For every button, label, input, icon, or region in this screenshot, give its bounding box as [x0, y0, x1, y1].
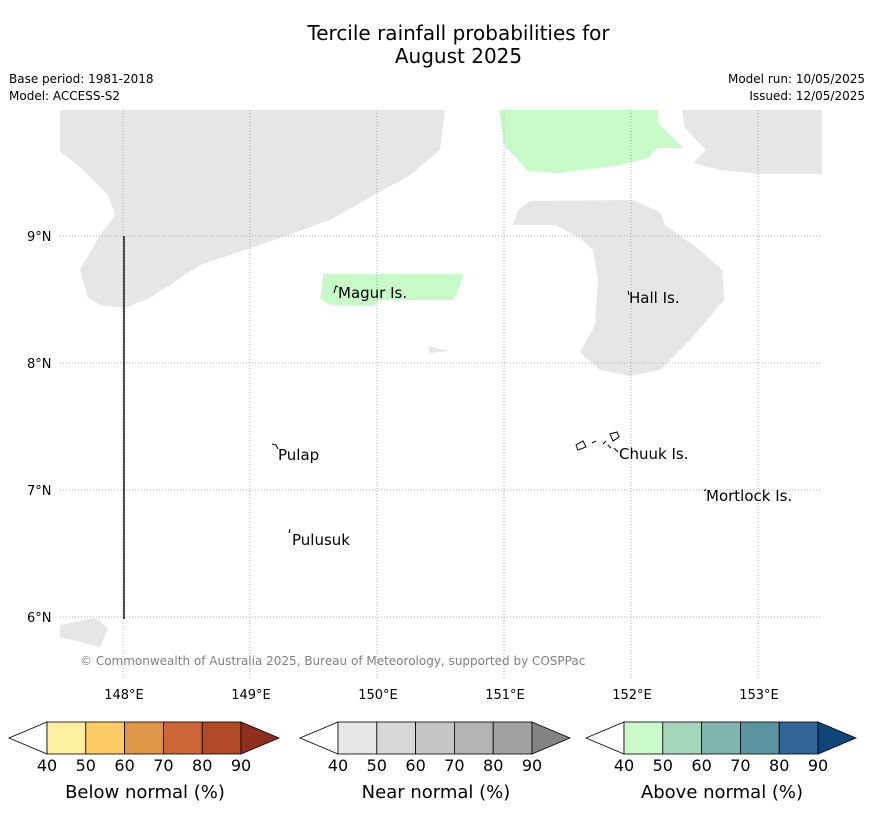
colorbar-segment	[124, 721, 164, 755]
colorbar-tick-label: 70	[153, 756, 173, 775]
hall-island-outline	[627, 290, 630, 296]
colorbar-tick-label: 90	[231, 756, 251, 775]
colorbar-tick-label: 80	[483, 756, 503, 775]
place-label-chuuk: Chuuk Is.	[619, 445, 688, 463]
chuuk-lagoon-outline	[575, 431, 620, 453]
colorbar-segment	[453, 721, 494, 755]
colorbar-tick-label: 40	[328, 756, 348, 775]
place-label-magur: Magur Is.	[338, 284, 407, 302]
colorbar-tick-label: 90	[522, 756, 542, 775]
colorbar-tick-label: 60	[405, 756, 425, 775]
lat-label: 9°N	[27, 230, 52, 245]
title-line-1: Tercile rainfall probabilities for	[307, 21, 610, 45]
lon-label: 151°E	[485, 688, 525, 703]
right-meta: Model run: 10/05/2025 Issued: 12/05/2025	[728, 71, 865, 105]
mortlock-island-outline	[703, 488, 707, 492]
colorbar-segment	[337, 721, 378, 755]
longitude-labels: 148°E 149°E 150°E 151°E 152°E 153°E	[104, 688, 779, 703]
lon-label: 148°E	[104, 688, 144, 703]
colorbar-segment	[778, 721, 819, 755]
colorbar-tick-label: 60	[114, 756, 134, 775]
colorbar-segment	[46, 721, 87, 755]
lon-label: 149°E	[231, 688, 271, 703]
colorbar-tick-label: 50	[76, 756, 96, 775]
title-line-2: August 2025	[394, 44, 523, 68]
colorbar-tick-label: 50	[653, 756, 673, 775]
issued-label: Issued: 12/05/2025	[749, 89, 865, 103]
colorbar-tick-label: 70	[730, 756, 750, 775]
base-period-label: Base period: 1981-2018	[9, 72, 154, 86]
above-normal-region-north	[499, 110, 683, 173]
place-label-hall: Hall Is.	[629, 289, 680, 307]
pulap-island-outline	[271, 443, 279, 450]
no-signal-region-southwest	[60, 618, 108, 647]
no-signal-region-east	[513, 200, 724, 376]
lon-label: 153°E	[739, 688, 779, 703]
lon-label: 152°E	[612, 688, 652, 703]
colorbar-tick-label: 60	[691, 756, 711, 775]
colorbar-extension-low	[584, 721, 625, 755]
colorbar-tick-label: 80	[769, 756, 789, 775]
colorbar-caption: Near normal (%)	[362, 782, 511, 803]
colorbar-tick-label: 50	[367, 756, 387, 775]
colorbar-segment	[623, 721, 664, 755]
place-label-pulusuk: Pulusuk	[292, 531, 350, 549]
no-signal-region-west	[60, 110, 445, 308]
above-normal-region-magur	[320, 274, 464, 306]
magur-island-outline	[333, 285, 339, 294]
colorbar-segment	[740, 721, 780, 755]
lat-label: 8°N	[27, 357, 52, 372]
map-title: Tercile rainfall probabilities for Augus…	[0, 22, 873, 68]
colorbar-segment	[201, 721, 242, 755]
lat-label: 6°N	[27, 611, 52, 626]
island-outlines	[271, 285, 707, 534]
pulusuk-island-outline	[288, 528, 291, 534]
colorbar-extension-high	[240, 721, 281, 755]
lat-label: 7°N	[27, 484, 52, 499]
colorbar-segment	[162, 721, 203, 755]
colorbar-extension-low	[7, 721, 48, 755]
colorbar-above-normal: 40 50 60 70 80 90 Above normal (%)	[584, 721, 858, 803]
colorbar-extension-high	[531, 721, 572, 755]
copyright-notice: © Commonwealth of Australia 2025, Bureau…	[80, 654, 585, 668]
lon-label: 150°E	[358, 688, 398, 703]
no-signal-speck	[428, 346, 448, 353]
colorbar-tick-label: 70	[444, 756, 464, 775]
colorbar-tick-label: 40	[614, 756, 634, 775]
colorbar-segment	[415, 721, 455, 755]
map-panel: Magur Is. Hall Is. Pulap Chuuk Is. Mortl…	[60, 110, 822, 680]
colorbar-extension-high	[817, 721, 858, 755]
colorbar-segment	[376, 721, 416, 755]
colorbar-segment	[85, 721, 126, 755]
place-label-mortlock: Mortlock Is.	[706, 487, 792, 505]
colorbar-extension-low	[298, 721, 339, 755]
colorbar-caption: Below normal (%)	[65, 782, 225, 803]
colorbar-segment	[662, 721, 702, 755]
model-run-label: Model run: 10/05/2025	[727, 72, 865, 86]
colorbar-caption: Above normal (%)	[641, 782, 803, 803]
left-meta: Base period: 1981-2018 Model: ACCESS-S2	[9, 71, 154, 105]
model-label: Model: ACCESS-S2	[9, 89, 121, 103]
place-label-pulap: Pulap	[278, 446, 319, 464]
no-signal-region-northeast	[682, 110, 822, 174]
colorbar-below-normal: 40 50 60 70 80 90 Below normal (%)	[7, 721, 281, 803]
colorbar-segment	[492, 721, 533, 755]
graticule	[60, 110, 822, 680]
colorbar-tick-label: 80	[192, 756, 212, 775]
colorbar-segment	[701, 721, 741, 755]
latitude-labels: 9°N 8°N 7°N 6°N	[27, 230, 52, 626]
colorbar-tick-label: 90	[808, 756, 828, 775]
colorbar-near-normal: 40 50 60 70 80 90 Near normal (%)	[298, 721, 572, 803]
colorbar-tick-label: 40	[37, 756, 57, 775]
